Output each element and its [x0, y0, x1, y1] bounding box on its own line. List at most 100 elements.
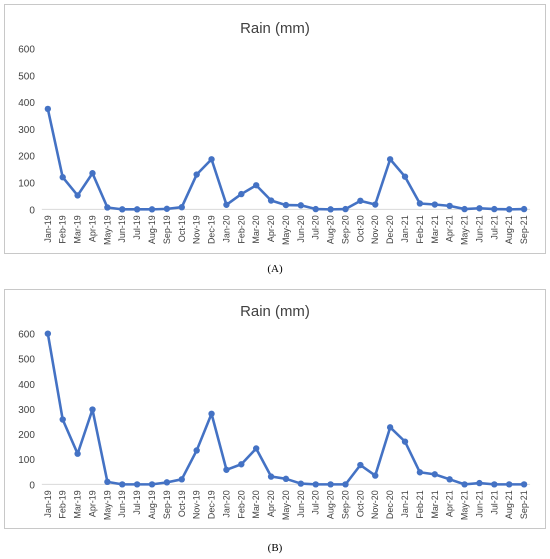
data-point — [133, 206, 141, 213]
data-point — [223, 466, 230, 473]
x-tick-label: Nov-19 — [192, 490, 202, 519]
data-point — [282, 201, 290, 209]
data-point — [446, 476, 453, 483]
data-point — [446, 202, 453, 210]
data-point — [461, 481, 468, 488]
figure-caption-a: (A) — [267, 263, 283, 275]
x-tick-label: Mar-21 — [430, 215, 440, 243]
data-point — [297, 480, 305, 487]
data-point — [59, 416, 66, 423]
x-tick-label: Mar-21 — [430, 490, 440, 518]
data-point — [119, 481, 126, 488]
x-tick-label: May-20 — [281, 490, 291, 520]
x-tick-label: Dec-20 — [385, 490, 395, 519]
x-tick-label: Jul-20 — [311, 215, 321, 239]
y-tick-label: 0 — [29, 205, 35, 216]
data-point — [44, 105, 52, 113]
data-point — [312, 205, 319, 213]
data-point — [133, 481, 141, 488]
data-point — [267, 197, 275, 204]
x-tick-label: Jul-20 — [311, 490, 321, 514]
data-point — [401, 173, 409, 180]
y-tick-label: 100 — [18, 455, 35, 466]
x-tick-label: Aug-21 — [504, 215, 514, 244]
data-point — [372, 201, 379, 208]
x-tick-label: Apr-20 — [266, 490, 276, 517]
x-tick-label: May-19 — [102, 490, 112, 520]
chart-title: Rain (mm) — [240, 304, 310, 320]
x-tick-label: Jan-21 — [400, 490, 410, 517]
data-point — [506, 481, 513, 488]
data-point — [342, 205, 349, 213]
y-tick-label: 500 — [18, 71, 35, 82]
x-tick-label: Feb-21 — [415, 215, 425, 243]
x-tick-label: May-19 — [102, 215, 112, 245]
data-point — [74, 192, 81, 199]
data-point — [89, 406, 96, 413]
x-tick-label: Oct-20 — [355, 215, 365, 242]
data-point — [89, 170, 96, 177]
y-tick-label: 100 — [18, 179, 35, 190]
data-point — [208, 156, 215, 163]
data-point — [178, 476, 185, 483]
data-point — [267, 473, 275, 480]
x-tick-label: Mar-20 — [251, 490, 261, 518]
x-tick-label: Jul-21 — [489, 490, 499, 514]
y-tick-label: 200 — [18, 430, 35, 441]
data-point — [104, 478, 111, 486]
x-tick-label: Apr-21 — [445, 490, 455, 517]
x-tick-label: Nov-20 — [370, 490, 380, 519]
x-tick-label: Apr-19 — [87, 490, 97, 517]
x-tick-label: Nov-20 — [370, 215, 380, 244]
x-tick-label: Oct-19 — [177, 490, 187, 517]
x-tick-label: Sep-19 — [162, 490, 172, 519]
chart-title: Rain (mm) — [240, 21, 310, 37]
x-tick-label: Feb-19 — [58, 490, 68, 518]
rain-chart-b: Rain (mm) 0 100 200 300 400 500 600 Jan-19 Feb-19… — [18, 304, 531, 520]
x-tick-label: Jul-19 — [132, 215, 142, 239]
data-point — [520, 481, 528, 488]
x-tick-label: Mar-19 — [73, 215, 83, 243]
x-tick-label: Apr-21 — [445, 215, 455, 242]
x-tick-label: Feb-20 — [236, 215, 246, 243]
x-tick-label: Mar-19 — [73, 490, 83, 518]
x-tick-label: Oct-20 — [355, 490, 365, 517]
y-tick-label: 400 — [18, 380, 35, 391]
data-point — [327, 206, 334, 213]
x-tick-label: Sep-20 — [340, 215, 350, 244]
x-tick-label: Jan-21 — [400, 215, 410, 242]
x-tick-label: Jan-19 — [43, 490, 53, 517]
data-point — [342, 481, 349, 488]
data-point — [193, 447, 200, 454]
y-tick-label: 600 — [18, 45, 35, 56]
y-tick-label: 0 — [29, 480, 35, 491]
data-point — [416, 469, 424, 476]
x-tick-label: Sep-19 — [162, 215, 172, 244]
data-point — [253, 445, 260, 452]
data-point — [386, 156, 394, 163]
x-tick-label: Jan-19 — [43, 215, 53, 242]
data-point — [178, 204, 185, 211]
data-point — [74, 450, 81, 457]
data-point — [297, 202, 305, 209]
x-tick-label: Jan-20 — [221, 215, 231, 242]
data-point — [312, 481, 319, 488]
x-tick-label: Apr-19 — [87, 215, 97, 242]
y-tick-label: 300 — [18, 405, 35, 416]
data-point — [327, 481, 334, 488]
data-point — [416, 200, 424, 207]
y-tick-label: 400 — [18, 98, 35, 109]
data-point — [357, 197, 364, 204]
data-point — [193, 171, 200, 178]
data-point — [491, 481, 498, 488]
x-tick-label: Jul-19 — [132, 490, 142, 514]
data-point — [163, 205, 171, 212]
data-point — [476, 479, 483, 487]
data-point — [119, 206, 126, 213]
x-tick-label: May-21 — [460, 215, 470, 245]
y-tick-label: 600 — [18, 330, 35, 341]
x-tick-label: Jun-19 — [117, 215, 127, 242]
x-tick-label: Feb-20 — [236, 490, 246, 518]
x-tick-label: Jun-21 — [474, 215, 484, 242]
data-point — [401, 438, 409, 445]
